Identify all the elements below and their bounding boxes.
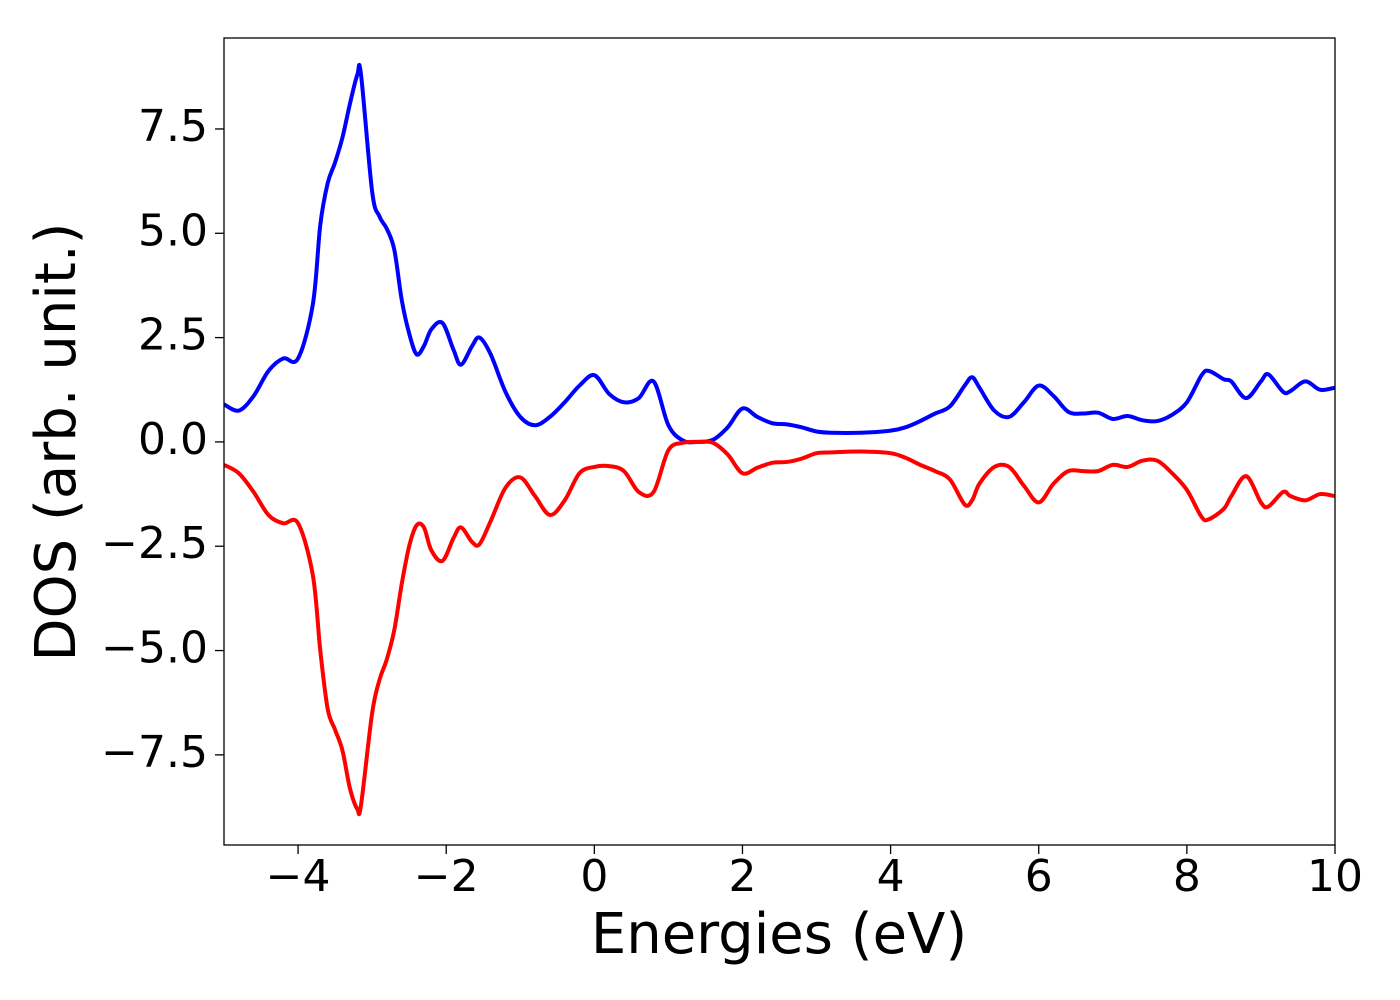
y-tick-label: 0.0 <box>138 414 208 465</box>
x-tick-label: 4 <box>877 851 905 902</box>
y-tick-label: 2.5 <box>138 310 208 361</box>
dos-line <box>224 62 1335 445</box>
axes-frame <box>223 37 1336 846</box>
y-axis-label: DOS (arb. unit.) <box>24 222 89 661</box>
y-tick-label: 5.0 <box>138 205 208 256</box>
plot-area <box>224 62 1335 817</box>
y-tick-label: −7.5 <box>101 727 208 778</box>
ticks: −4 −2 0 2 4 6 8 10 −7.5 −5.0 −2.5 0.0 2.5 5.0 7.5 <box>101 101 1363 902</box>
dos-line <box>224 439 1335 817</box>
y-tick-label: 7.5 <box>138 101 208 152</box>
x-tick-label: −2 <box>414 851 479 902</box>
y-tick-label: −2.5 <box>101 518 208 569</box>
x-tick-label: 6 <box>1025 851 1053 902</box>
x-axis-label: Energies (eV) <box>591 902 967 967</box>
x-tick-label: 2 <box>728 851 756 902</box>
x-tick-label: 8 <box>1173 851 1201 902</box>
x-tick-label: 10 <box>1307 851 1363 902</box>
x-tick-label: −4 <box>266 851 331 902</box>
x-tick-label: 0 <box>580 851 608 902</box>
y-tick-label: −5.0 <box>101 623 208 674</box>
